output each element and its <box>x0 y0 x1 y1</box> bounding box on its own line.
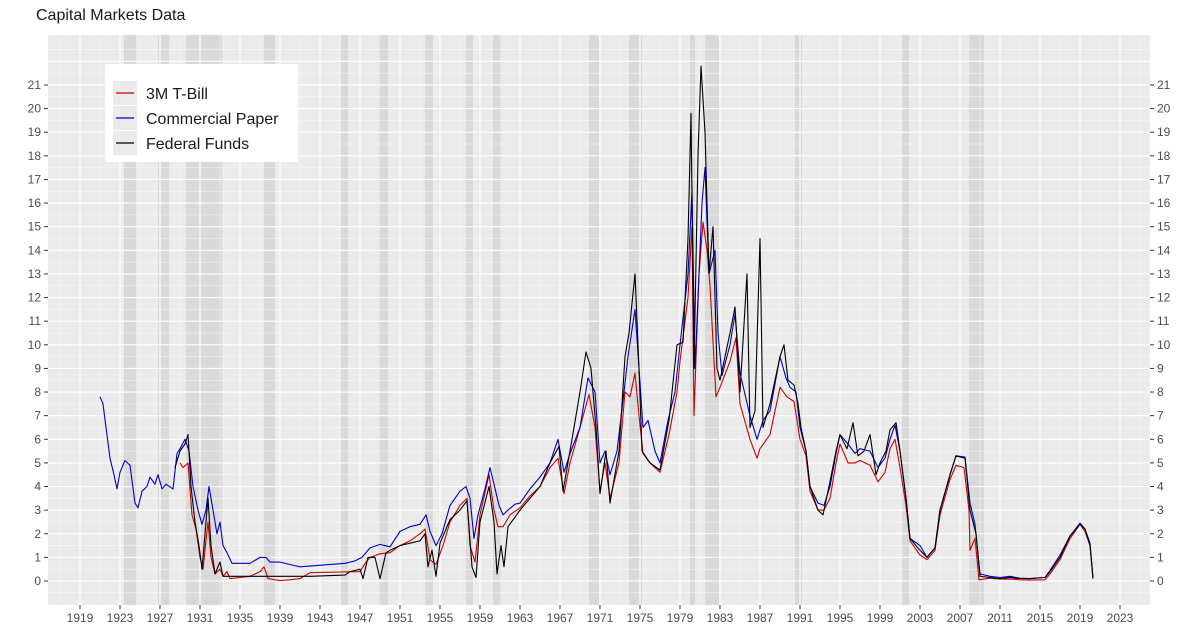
y-tick-label: 17 <box>28 172 42 186</box>
y-tick-label: 19 <box>1157 125 1171 139</box>
y-tick-label: 1 <box>1157 550 1164 564</box>
series-lines <box>99 65 1094 582</box>
y-tick-label: 9 <box>34 361 41 375</box>
y-tick-label: 13 <box>28 267 42 281</box>
recession-band <box>264 35 275 605</box>
y-tick-label: 20 <box>1157 102 1171 116</box>
legend-label: 3M T-Bill <box>146 86 208 103</box>
y-tick-label: 11 <box>1157 314 1170 328</box>
y-tick-label: 16 <box>28 196 42 210</box>
y-tick-label: 12 <box>28 291 42 305</box>
y-tick-label: 18 <box>1157 149 1171 163</box>
y-tick-label: 21 <box>1157 78 1171 92</box>
x-tick-label: 1971 <box>587 611 614 625</box>
y-tick-label: 1 <box>34 550 41 564</box>
series-line-federal-funds <box>174 65 1094 580</box>
x-tick-label: 1979 <box>667 611 694 625</box>
recession-band <box>158 35 169 605</box>
x-tick-label: 2003 <box>907 611 934 625</box>
x-tick-label: 2015 <box>1027 611 1054 625</box>
y-tick-label: 3 <box>34 503 41 517</box>
x-tick-label: 1963 <box>507 611 534 625</box>
x-tick-label: 1975 <box>627 611 654 625</box>
y-tick-label: 14 <box>28 243 42 257</box>
recession-band <box>589 35 599 605</box>
chart-title: Capital Markets Data <box>36 7 186 24</box>
y-tick-label: 0 <box>34 574 41 588</box>
y-tick-label: 8 <box>1157 385 1164 399</box>
y-tick-label: 14 <box>1157 243 1171 257</box>
y-tick-label: 3 <box>1157 503 1164 517</box>
y-tick-label: 5 <box>34 456 41 470</box>
legend-label: Commercial Paper <box>146 111 279 128</box>
x-tick-label: 2019 <box>1067 611 1094 625</box>
y-tick-label: 18 <box>28 149 42 163</box>
y-tick-label: 12 <box>1157 291 1171 305</box>
y-tick-label: 4 <box>34 480 41 494</box>
x-tick-label: 1939 <box>267 611 294 625</box>
y-tick-label: 19 <box>28 125 42 139</box>
x-tick-label: 1919 <box>67 611 94 625</box>
y-tick-label: 8 <box>34 385 41 399</box>
y-tick-label: 6 <box>34 432 41 446</box>
x-tick-label: 1947 <box>347 611 374 625</box>
recession-band <box>425 35 433 605</box>
legend-box <box>105 64 298 162</box>
y-tick-label: 15 <box>28 220 42 234</box>
y-tick-label: 4 <box>1157 480 1164 494</box>
x-axis: 1919 1923 1927 1931 1935 1939 1943 1947 1951 1955… <box>67 605 1134 625</box>
x-tick-label: 2007 <box>947 611 974 625</box>
y-tick-label: 9 <box>1157 361 1164 375</box>
x-tick-label: 1967 <box>547 611 574 625</box>
x-tick-label: 1955 <box>427 611 454 625</box>
y-tick-label: 15 <box>1157 220 1171 234</box>
x-tick-label: 1959 <box>467 611 494 625</box>
x-tick-label: 1999 <box>867 611 894 625</box>
y-tick-label: 6 <box>1157 432 1164 446</box>
legend-label: Federal Funds <box>146 136 249 153</box>
x-tick-label: 1983 <box>707 611 734 625</box>
y-tick-label: 20 <box>28 102 42 116</box>
y-tick-label: 2 <box>34 527 41 541</box>
x-tick-label: 2023 <box>1107 611 1134 625</box>
x-tick-label: 1995 <box>827 611 854 625</box>
x-tick-label: 1927 <box>147 611 174 625</box>
recession-band <box>341 35 348 605</box>
x-tick-label: 2011 <box>987 611 1013 625</box>
recession-band <box>902 35 909 605</box>
y-tick-label: 11 <box>29 314 42 328</box>
y-tick-label: 16 <box>1157 196 1171 210</box>
x-tick-label: 1923 <box>107 611 134 625</box>
y-tick-label: 17 <box>1157 172 1171 186</box>
x-tick-label: 1987 <box>747 611 774 625</box>
recession-band <box>493 35 501 605</box>
series-line-commercial-paper <box>99 167 1094 580</box>
y-tick-label: 7 <box>1157 409 1164 423</box>
recession-band <box>795 35 802 605</box>
y-tick-label: 10 <box>28 338 42 352</box>
y-tick-label: 5 <box>1157 456 1164 470</box>
y-tick-label: 13 <box>1157 267 1171 281</box>
x-tick-label: 1991 <box>787 611 814 625</box>
y-tick-label: 10 <box>1157 338 1171 352</box>
x-tick-label: 1935 <box>227 611 254 625</box>
x-tick-label: 1931 <box>187 611 214 625</box>
y-tick-label: 2 <box>1157 527 1164 541</box>
recession-band <box>466 35 473 605</box>
x-tick-label: 1943 <box>307 611 334 625</box>
legend: 3M T-Bill Commercial Paper Federal Funds <box>105 64 298 162</box>
y-tick-label: 21 <box>28 78 42 92</box>
recession-band <box>379 35 388 605</box>
y-tick-label: 7 <box>34 409 41 423</box>
y-tick-label: 0 <box>1157 574 1164 588</box>
x-tick-label: 1951 <box>387 611 414 625</box>
